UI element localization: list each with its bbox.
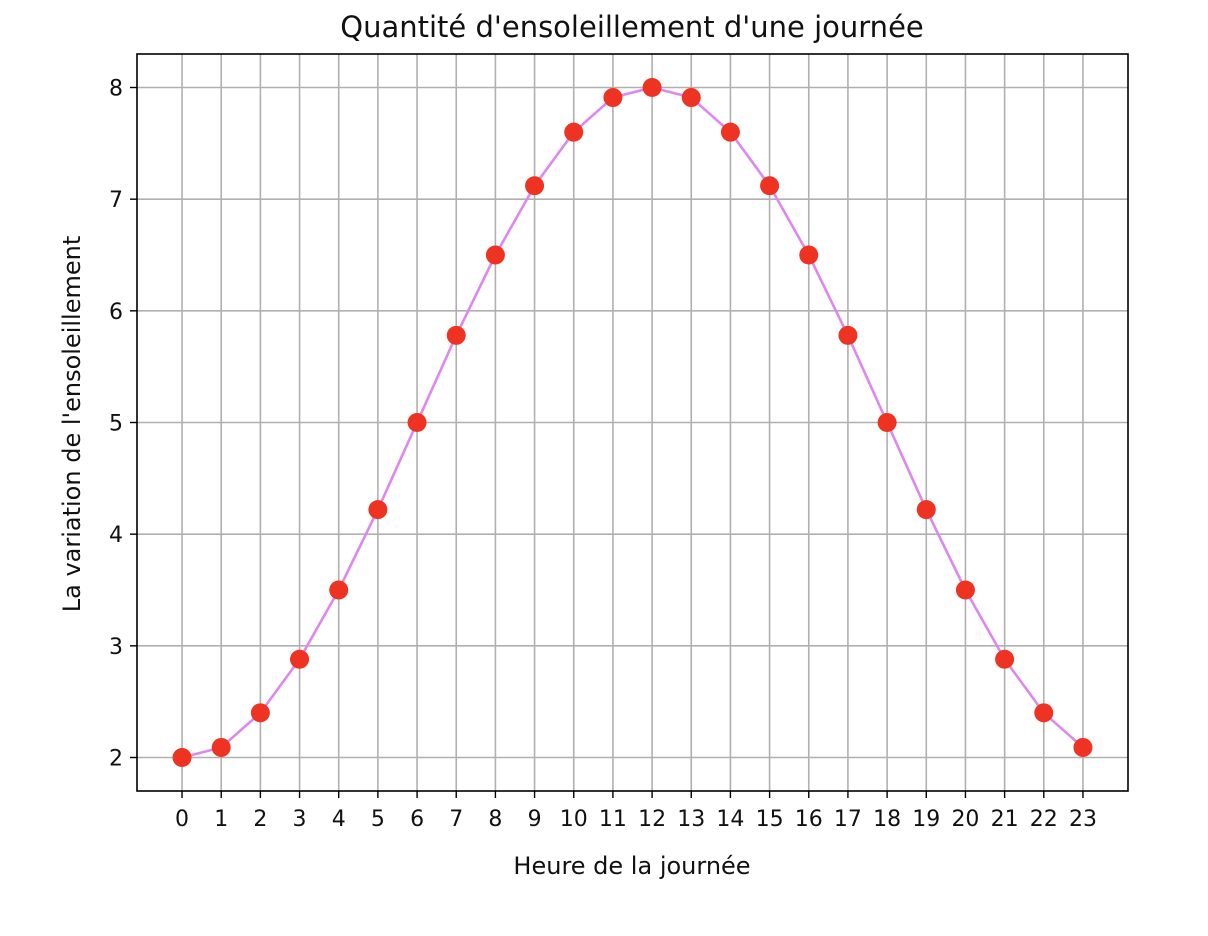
x-tick-label-16: 16 [795, 807, 823, 832]
grid [137, 54, 1128, 791]
data-point-8 [485, 245, 505, 265]
data-point-22 [1034, 703, 1054, 723]
data-point-19 [916, 500, 936, 520]
data-point-11 [603, 88, 623, 108]
x-tick-label-23: 23 [1069, 807, 1097, 832]
x-tick-label-8: 8 [488, 807, 502, 832]
x-tick-label-17: 17 [834, 807, 862, 832]
y-tick-label-5: 5 [109, 412, 123, 437]
x-tick-label-4: 4 [332, 807, 346, 832]
y-tick-label-8: 8 [109, 77, 123, 102]
series-line-layer [181, 86, 1084, 759]
x-tick-label-9: 9 [528, 807, 542, 832]
data-point-21 [995, 649, 1015, 669]
x-tick-label-6: 6 [410, 807, 424, 832]
x-tick-label-19: 19 [912, 807, 940, 832]
x-tick-label-2: 2 [253, 807, 267, 832]
x-tick-label-5: 5 [371, 807, 385, 832]
data-point-4 [329, 580, 349, 600]
x-tick-label-20: 20 [951, 807, 979, 832]
data-point-17 [838, 325, 858, 345]
y-tick-label-3: 3 [109, 635, 123, 660]
x-tick-label-21: 21 [991, 807, 1019, 832]
data-point-9 [525, 176, 545, 196]
data-point-15 [760, 176, 780, 196]
x-tick-label-7: 7 [449, 807, 463, 832]
series-line-0 [181, 86, 1084, 759]
data-point-13 [681, 88, 701, 108]
data-point-7 [446, 325, 466, 345]
x-ticks: 0 1 2 3 4 5 6 7 8 9 10 11 12 13 14 15 16 17 18 19 20 21 22 23 [175, 791, 1097, 832]
x-tick-label-1: 1 [214, 807, 228, 832]
data-point-23 [1073, 737, 1093, 757]
data-point-5 [368, 500, 388, 520]
y-tick-label-7: 7 [109, 188, 123, 213]
data-point-2 [250, 703, 270, 723]
y-tick-label-4: 4 [109, 523, 123, 548]
data-point-1 [211, 737, 231, 757]
data-point-10 [564, 122, 584, 142]
y-tick-label-2: 2 [109, 747, 123, 772]
chart-title: Quantité d'ensoleillement d'une journée [340, 10, 924, 44]
data-point-0 [172, 748, 192, 767]
data-point-3 [290, 649, 310, 669]
y-axis-label: La variation de l'ensoleillement [58, 236, 86, 613]
y-ticks: 2 3 4 5 6 7 8 [109, 77, 137, 772]
x-axis-label: Heure de la journée [513, 852, 750, 880]
data-point-20 [955, 580, 975, 600]
data-points [172, 78, 1093, 767]
x-tick-label-22: 22 [1030, 807, 1058, 832]
x-tick-label-18: 18 [873, 807, 901, 832]
x-tick-label-12: 12 [638, 807, 666, 832]
data-point-6 [407, 413, 427, 432]
data-point-18 [877, 413, 897, 432]
data-point-12 [642, 78, 662, 97]
data-point-14 [720, 122, 740, 142]
x-tick-label-13: 13 [677, 807, 705, 832]
x-tick-label-0: 0 [175, 807, 189, 832]
data-point-16 [799, 245, 819, 265]
x-tick-label-10: 10 [560, 807, 588, 832]
y-tick-label-6: 6 [109, 300, 123, 325]
x-tick-label-3: 3 [293, 807, 307, 832]
x-tick-label-11: 11 [599, 807, 627, 832]
x-tick-label-14: 14 [716, 807, 744, 832]
x-tick-label-15: 15 [756, 807, 784, 832]
